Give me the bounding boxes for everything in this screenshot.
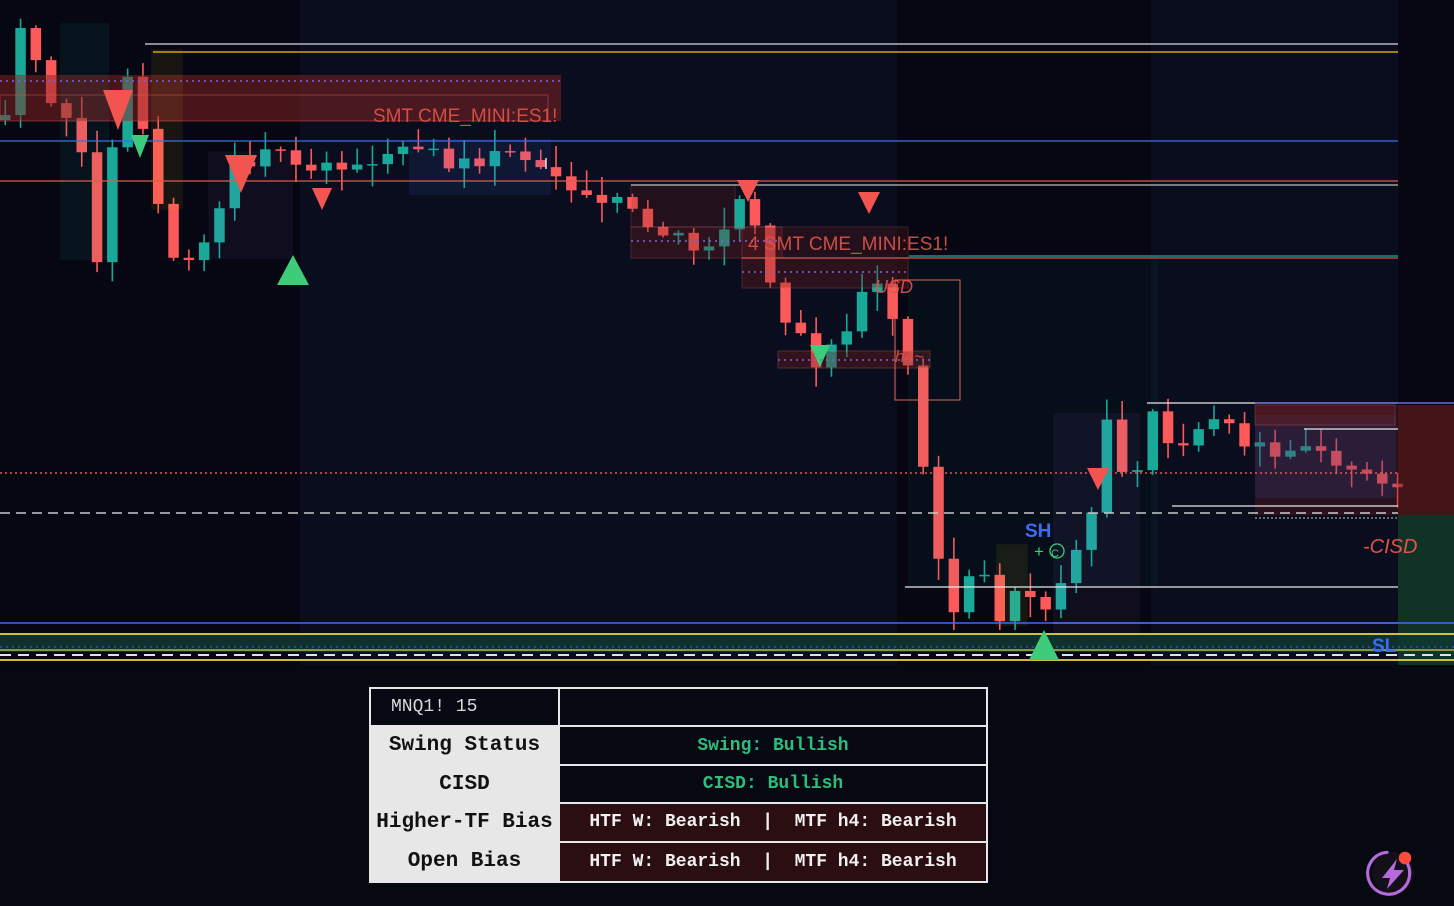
svg-text:SL: SL [1372,636,1397,657]
svg-text:SMT CME_MINI:ES1!: SMT CME_MINI:ES1! [373,106,557,127]
svg-text:SH: SH [1025,521,1051,542]
svg-text:4 SMT CME_MINI:ES1!: 4 SMT CME_MINI:ES1! [748,234,948,255]
svg-text:+: + [1034,542,1044,561]
svg-text:h4~: h4~ [895,347,924,366]
svg-text:USD: USD [875,277,913,297]
svg-text:-CISD: -CISD [1363,536,1417,558]
svg-text:C: C [1051,548,1059,560]
